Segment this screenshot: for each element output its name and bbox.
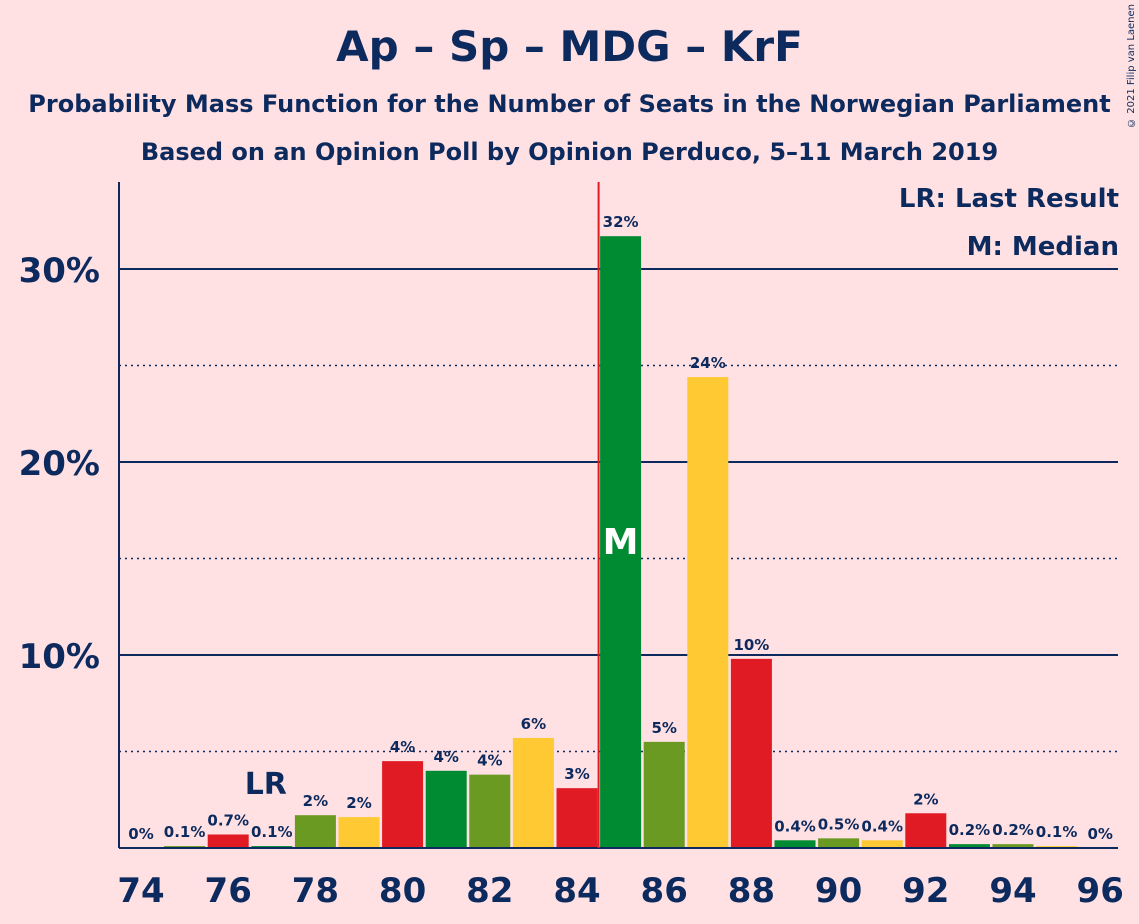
bar-value-label: 2% — [303, 792, 328, 810]
bar-value-label: 0.7% — [207, 811, 249, 829]
bar-seat-78 — [294, 815, 336, 848]
bar-value-label: 2% — [346, 794, 371, 812]
bar-value-label: 2% — [913, 790, 938, 808]
bar-value-label: 4% — [477, 752, 502, 770]
legend-median: M: Median — [966, 232, 1119, 262]
bar-value-label: 0.1% — [164, 823, 206, 841]
x-tick-label: 84 — [553, 871, 600, 911]
y-tick-label: 20% — [19, 444, 100, 484]
bar-seat-90 — [818, 838, 860, 848]
bar-value-label: 0.4% — [861, 817, 903, 835]
y-tick-label: 30% — [19, 251, 100, 291]
median-marker-label: M — [603, 522, 639, 563]
bar-value-label: 0.1% — [251, 823, 293, 841]
bar-value-label: 0.5% — [818, 815, 860, 833]
bar-value-label: 6% — [521, 715, 546, 733]
x-tick-label: 76 — [205, 871, 252, 911]
bar-value-label: 0.4% — [774, 817, 816, 835]
bar-value-label: 10% — [733, 636, 769, 654]
legend-last-result: LR: Last Result — [898, 184, 1119, 214]
bar-seat-79 — [338, 817, 380, 848]
x-tick-label: 82 — [466, 871, 513, 911]
bar-value-label: 0% — [1087, 825, 1112, 843]
bar-seat-80 — [382, 761, 424, 848]
bar-seat-85 — [600, 236, 642, 848]
bar-value-label: 4% — [433, 748, 458, 766]
x-tick-label: 78 — [292, 871, 339, 911]
bar-seat-82 — [469, 774, 511, 848]
bar-seat-86 — [643, 741, 685, 848]
bar-seat-76 — [207, 834, 249, 848]
bar-value-label: 0.2% — [992, 821, 1034, 839]
bar-value-label: 0.1% — [1036, 823, 1078, 841]
chart-subtitle-1: Probability Mass Function for the Number… — [28, 90, 1111, 118]
bar-value-label: 4% — [390, 738, 415, 756]
bar-value-label: 0% — [128, 825, 153, 843]
bar-seat-84 — [556, 788, 598, 848]
bar-seat-89 — [774, 840, 816, 848]
bar-seat-94 — [992, 844, 1034, 848]
bar-value-label: 32% — [603, 213, 639, 231]
bar-seat-87 — [687, 377, 729, 848]
x-tick-label: 80 — [379, 871, 426, 911]
x-tick-label: 86 — [641, 871, 688, 911]
x-tick-label: 96 — [1077, 871, 1124, 911]
x-tick-label: 74 — [117, 871, 164, 911]
last-result-marker-label: LR — [245, 767, 287, 802]
bar-value-label: 5% — [651, 719, 676, 737]
x-tick-label: 88 — [728, 871, 775, 911]
x-tick-label: 92 — [902, 871, 949, 911]
bar-value-label: 3% — [564, 765, 589, 783]
chart-title: Ap – Sp – MDG – KrF — [336, 22, 803, 71]
bar-seat-81 — [425, 770, 467, 848]
x-tick-label: 94 — [989, 871, 1036, 911]
bar-value-label: 24% — [690, 354, 726, 372]
bar-seat-88 — [730, 658, 772, 848]
bar-seat-92 — [905, 813, 947, 848]
x-tick-label: 90 — [815, 871, 862, 911]
bar-seat-91 — [861, 840, 903, 848]
chart-subtitle-2: Based on an Opinion Poll by Opinion Perd… — [140, 138, 999, 166]
bar-seat-83 — [512, 737, 554, 848]
bar-seat-93 — [948, 844, 990, 848]
y-tick-label: 10% — [19, 637, 100, 677]
bar-value-label: 0.2% — [949, 821, 991, 839]
